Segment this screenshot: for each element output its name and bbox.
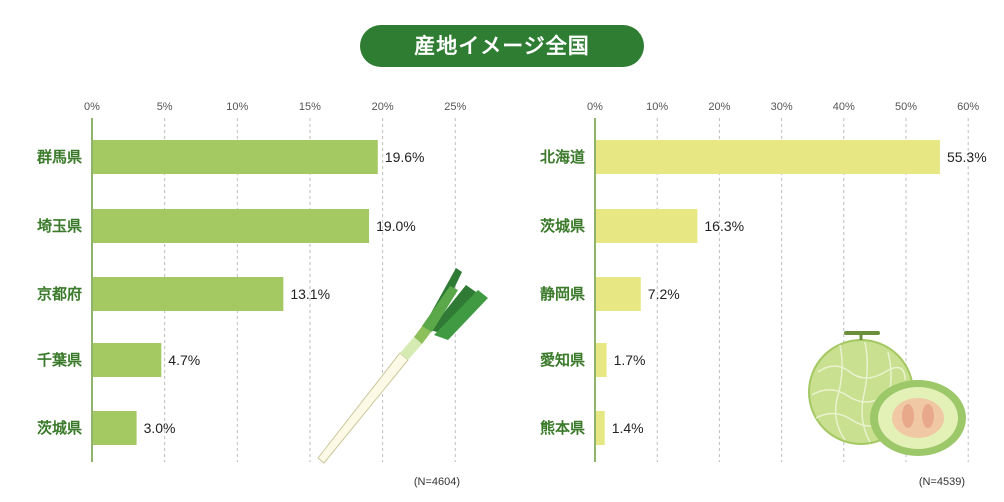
- left-tick-label: 15%: [299, 101, 321, 113]
- right-category-label: 北海道: [540, 148, 585, 166]
- left-category-label: 京都府: [37, 285, 82, 303]
- left-category-label: 群馬県: [37, 148, 82, 166]
- right-value-label: 16.3%: [704, 218, 744, 234]
- right-bar: [596, 140, 940, 174]
- right-tick-label: 20%: [708, 101, 730, 113]
- left-value-label: 19.0%: [376, 218, 416, 234]
- right-category-label: 愛知県: [540, 351, 585, 369]
- left-category-label: 埼玉県: [37, 217, 82, 235]
- right-chart-panel: 0% 10% 20% 30% 40% 50% 60% 北海道 55.3% 茨城県 16.3% 静岡県 7…: [540, 101, 987, 488]
- right-value-label: 1.7%: [614, 352, 646, 368]
- right-bar: [596, 277, 641, 311]
- melon-illustration: [808, 331, 966, 456]
- left-tick-label: 25%: [444, 101, 466, 113]
- right-sample-size-note: (N=4539): [919, 476, 965, 488]
- left-value-label: 4.7%: [168, 352, 200, 368]
- right-category-label: 静岡県: [540, 285, 585, 303]
- right-tick-label: 30%: [771, 101, 793, 113]
- left-chart-panel: 0% 5% 10% 15% 20% 25% 群馬県 19.6% 埼玉県 19.0% 京都府 13.1%…: [37, 101, 466, 488]
- right-category-label: 茨城県: [540, 217, 585, 235]
- chart-title: 産地イメージ全国: [360, 25, 644, 67]
- right-bar: [596, 343, 607, 377]
- left-category-label: 茨城県: [37, 419, 82, 437]
- left-bar: [93, 343, 162, 377]
- right-value-label: 55.3%: [947, 149, 987, 165]
- right-tick-label: 10%: [646, 101, 668, 113]
- right-value-label: 1.4%: [612, 420, 644, 436]
- right-value-label: 7.2%: [648, 286, 680, 302]
- right-bar: [596, 411, 605, 445]
- left-value-label: 13.1%: [290, 286, 330, 302]
- left-value-label: 3.0%: [144, 420, 176, 436]
- right-bar: [596, 209, 698, 243]
- left-tick-label: 10%: [226, 101, 248, 113]
- left-bar: [93, 140, 378, 174]
- right-tick-label: 40%: [833, 101, 855, 113]
- right-tick-label: 0%: [587, 101, 603, 113]
- left-bar: [93, 411, 137, 445]
- left-tick-label: 0%: [84, 101, 100, 113]
- left-bar: [93, 277, 284, 311]
- left-tick-label: 20%: [372, 101, 394, 113]
- right-tick-label: 50%: [895, 101, 917, 113]
- right-category-label: 熊本県: [540, 419, 585, 437]
- left-sample-size-note: (N=4604): [414, 476, 460, 488]
- left-tick-label: 5%: [157, 101, 173, 113]
- left-bar: [93, 209, 370, 243]
- left-value-label: 19.6%: [385, 149, 425, 165]
- leek-illustration: [317, 268, 488, 464]
- right-tick-label: 60%: [957, 101, 979, 113]
- left-category-label: 千葉県: [37, 351, 82, 369]
